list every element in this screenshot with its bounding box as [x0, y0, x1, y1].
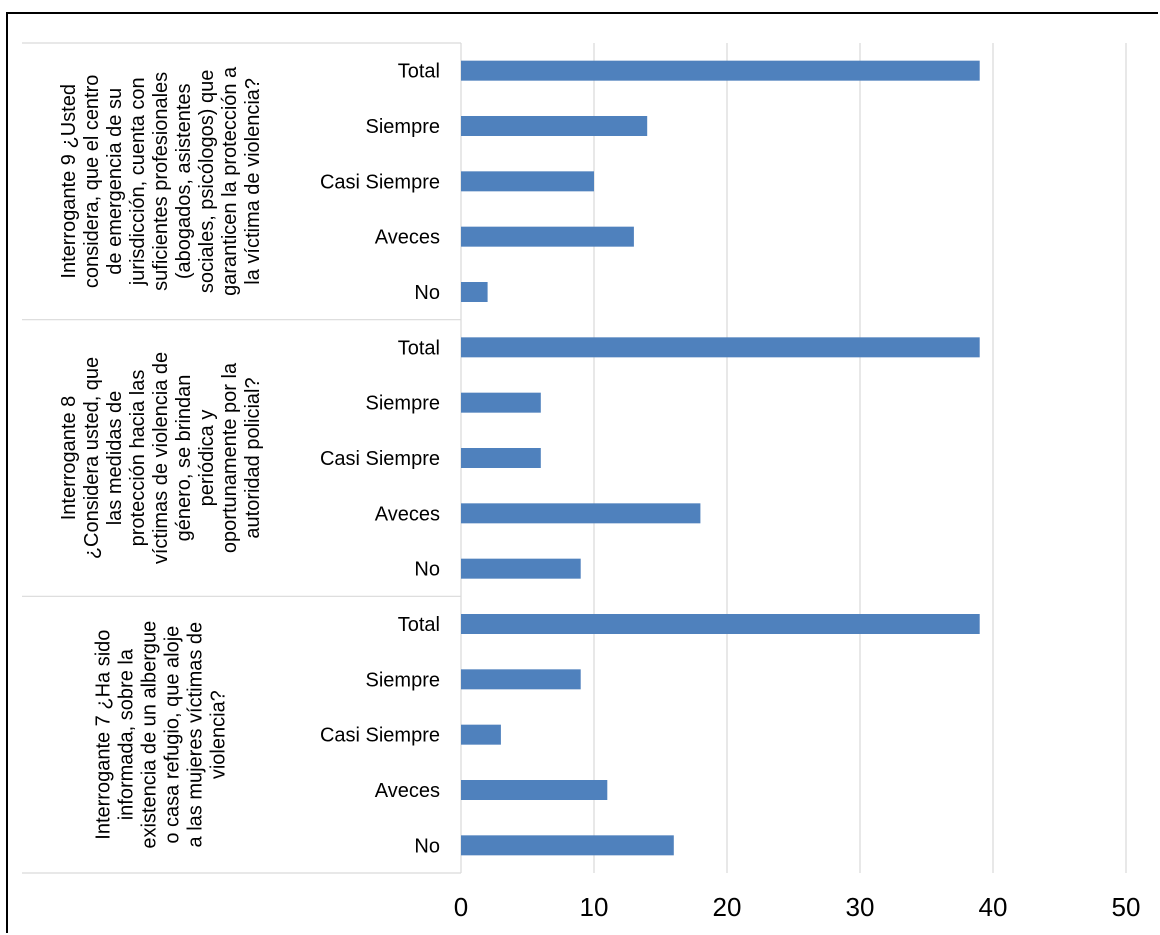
category-label: Aveces [375, 227, 440, 249]
group-label-line: o casa refugio, que aloje [162, 626, 184, 844]
x-tick-label: 20 [713, 892, 742, 922]
bar [461, 448, 541, 468]
group-label-line: a las mujeres víctimas de [185, 622, 207, 848]
group-label-line: sociales, psicólogos) que [196, 70, 218, 293]
bar [461, 337, 980, 358]
group-label-line: Interrogante 9 ¿Usted [58, 84, 80, 279]
category-label: Siempre [366, 116, 440, 138]
group-label-line: periódica y [196, 410, 218, 507]
group-label: Interrogante 8¿Considera usted, quelas m… [58, 352, 264, 564]
group-label-line: informada, sobre la [116, 648, 138, 820]
category-label: Aveces [375, 503, 440, 525]
category-label: Casi Siempre [320, 725, 440, 747]
bar [461, 669, 581, 690]
group-label-line: las medidas de [104, 391, 126, 526]
group-label: Interrogante 9 ¿Ustedconsidera, que el c… [58, 66, 264, 296]
category-label: No [414, 835, 440, 857]
x-tick-label: 50 [1112, 892, 1141, 922]
group-label-line: violencia? [208, 690, 230, 779]
group-label: Interrogante 7 ¿Ha sidoinformada, sobre … [93, 621, 230, 849]
bar [461, 171, 594, 192]
group-label-line: considera, que el centro [81, 75, 103, 288]
group-label-line: existencia de un albergue [139, 621, 161, 849]
bar [461, 116, 648, 136]
group-label-line: la víctima de violencia? [242, 78, 264, 285]
bar [461, 780, 608, 800]
category-label: Aveces [375, 780, 440, 802]
category-label: Casi Siempre [320, 171, 440, 193]
group-label-line: Interrogante 7 ¿Ha sido [93, 630, 115, 840]
bar [461, 835, 674, 856]
bar [461, 724, 501, 745]
category-label: Siempre [366, 393, 440, 415]
bar [461, 614, 980, 634]
bar [461, 392, 541, 413]
group-label-line: género, se brindan [173, 375, 195, 542]
x-tick-label: 10 [580, 892, 609, 922]
category-label: Total [398, 614, 440, 636]
group-label-line: (abogados, asistentes [173, 83, 195, 279]
group-label-line: víctimas de violencia de [150, 352, 172, 564]
bar [461, 226, 634, 247]
x-tick-label: 30 [846, 892, 875, 922]
group-label-line: suficientes profesionales [150, 72, 172, 291]
bar [461, 558, 581, 579]
bar [461, 282, 488, 302]
group-label-line: Interrogante 8 [58, 396, 80, 521]
x-tick-label: 0 [454, 892, 468, 922]
group-label-line: garanticen la protección a [219, 66, 241, 296]
x-tick-label: 40 [979, 892, 1008, 922]
group-label-line: autoridad policial? [242, 377, 264, 538]
chart-frame [6, 12, 1158, 933]
bar [461, 60, 980, 81]
bar [461, 503, 701, 524]
category-label: No [414, 282, 440, 304]
category-label: Siempre [366, 669, 440, 691]
group-label-line: ¿Considera usted, que [81, 357, 103, 559]
category-label: Casi Siempre [320, 448, 440, 470]
group-label-line: jurisdicción, cuenta con [127, 77, 149, 286]
group-label-line: de emergencia de su [104, 88, 126, 275]
category-label: No [414, 559, 440, 581]
category-label: Total [398, 337, 440, 359]
category-label: Total [398, 61, 440, 83]
group-label-line: protección hacia las [127, 370, 149, 547]
group-label-line: oportunamente por la [219, 362, 241, 553]
